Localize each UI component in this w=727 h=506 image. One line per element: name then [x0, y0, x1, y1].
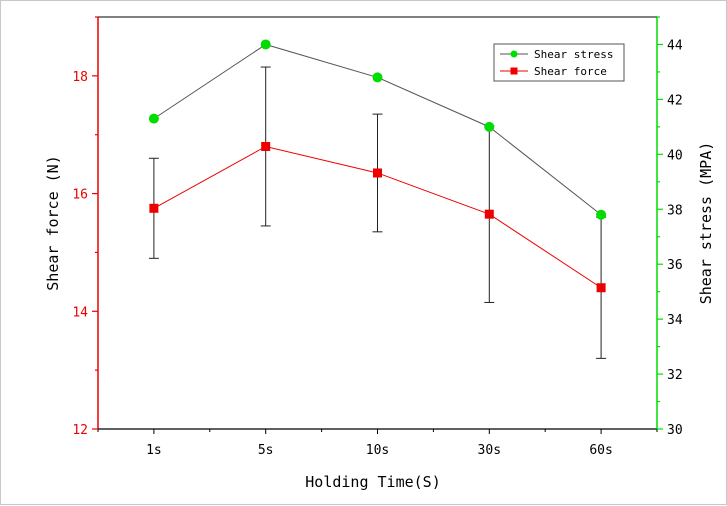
x-tick-label: 10s — [366, 443, 389, 458]
axes: 1s 5s 10s 30s 60s 12 14 16 18 30 32 34 36 38 40 42 44 Hol… — [44, 16, 715, 491]
right-tick-label: 42 — [667, 93, 683, 108]
right-tick-label: 36 — [667, 258, 683, 273]
shear-force-point — [149, 203, 159, 213]
shear-force-point — [484, 209, 494, 219]
left-axis-title: Shear force (N) — [44, 155, 62, 290]
x-tick-label: 1s — [146, 443, 162, 458]
left-tick-label: 12 — [72, 423, 88, 438]
left-tick-label: 16 — [72, 188, 88, 203]
legend-box — [493, 43, 625, 82]
x-tick-label: 5s — [258, 443, 274, 458]
legend-label: Shear stress — [534, 48, 613, 61]
shear-force-point — [596, 283, 606, 293]
error-bars — [148, 66, 607, 359]
right-tick-label: 34 — [667, 313, 683, 328]
x-tick-label: 60s — [589, 443, 612, 458]
left-tick-label: 14 — [72, 305, 88, 320]
left-tick-label: 18 — [72, 70, 88, 85]
x-axis-title: Holding Time(S) — [305, 473, 440, 491]
legend: Shear stress Shear force — [493, 43, 625, 82]
right-tick-label: 38 — [667, 203, 683, 218]
shear-force-point — [261, 141, 271, 151]
right-tick-label: 40 — [667, 148, 683, 163]
right-axis-title: Shear stress (MPA) — [697, 142, 715, 305]
legend-marker-square — [510, 67, 518, 75]
shear-stress-point — [596, 209, 607, 220]
right-tick-label: 30 — [667, 423, 683, 438]
shear-stress-point — [148, 113, 159, 124]
shear-force-point — [373, 168, 382, 178]
x-tick-label: 30s — [478, 443, 501, 458]
shear-stress-point — [372, 72, 383, 83]
right-tick-label: 44 — [667, 38, 683, 53]
shear-stress-point — [484, 121, 495, 132]
legend-marker-circle — [510, 50, 518, 58]
right-tick-label: 32 — [667, 368, 683, 383]
series-markers — [148, 39, 607, 293]
legend-label: Shear force — [534, 65, 607, 78]
shear-stress-point — [260, 39, 271, 50]
